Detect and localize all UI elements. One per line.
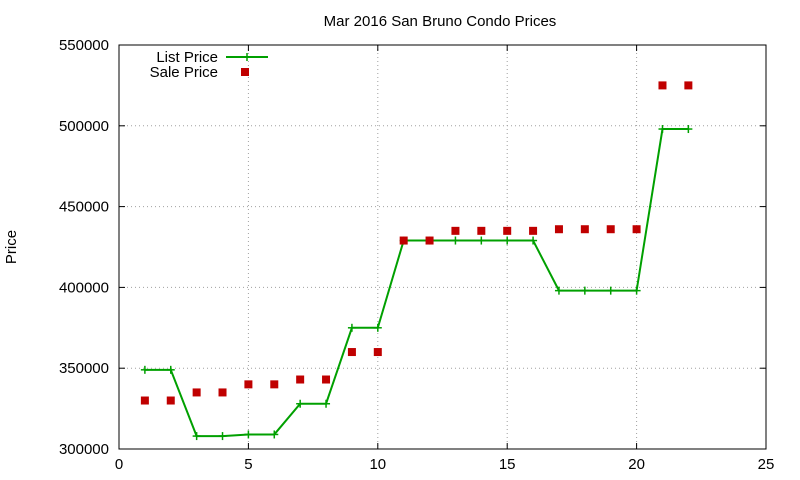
sale-price-point bbox=[606, 225, 615, 234]
list-price-point bbox=[296, 399, 305, 408]
sale-price-point bbox=[166, 396, 175, 405]
x-tick-label: 20 bbox=[628, 456, 645, 473]
list-price-point bbox=[554, 286, 563, 295]
sale-price-point bbox=[296, 375, 305, 384]
x-tick-label: 10 bbox=[369, 456, 386, 473]
list-price-point bbox=[529, 236, 538, 245]
list-price-point bbox=[270, 430, 279, 439]
y-tick-label: 300000 bbox=[59, 441, 109, 458]
sale-price-point bbox=[658, 81, 667, 90]
sale-price-point bbox=[425, 236, 434, 245]
sale-price-point bbox=[580, 225, 589, 234]
legend-marker-sale-price bbox=[241, 68, 249, 76]
y-axis-label: Price bbox=[3, 230, 20, 264]
sale-price-point bbox=[322, 375, 331, 384]
list-price-point bbox=[451, 236, 460, 245]
list-price-point bbox=[503, 236, 512, 245]
legend-label-sale-price: Sale Price bbox=[150, 64, 218, 81]
legend-marker-list-price bbox=[243, 53, 251, 61]
plot-frame bbox=[118, 44, 767, 450]
legend-label-list-price: List Price bbox=[156, 49, 218, 66]
sale-price-point bbox=[684, 81, 693, 90]
list-price-point bbox=[244, 430, 253, 439]
sale-price-point bbox=[192, 388, 201, 397]
series-layer bbox=[140, 81, 693, 441]
sale-price-point bbox=[632, 225, 641, 234]
list-price-point bbox=[347, 323, 356, 332]
sale-price-point bbox=[451, 226, 460, 235]
list-price-point bbox=[166, 365, 175, 374]
x-tick-label: 5 bbox=[244, 456, 252, 473]
list-price-point bbox=[684, 125, 693, 134]
sale-price-point bbox=[244, 380, 253, 389]
sale-price-point bbox=[503, 226, 512, 235]
sale-price-point bbox=[529, 226, 538, 235]
list-price-point bbox=[322, 399, 331, 408]
y-tick-label: 550000 bbox=[59, 37, 109, 54]
sale-price-point bbox=[140, 396, 149, 405]
list-price-point bbox=[218, 432, 227, 441]
sale-price-point bbox=[270, 380, 279, 389]
y-tick-label: 450000 bbox=[59, 199, 109, 216]
x-tick-label: 25 bbox=[758, 456, 775, 473]
sale-price-point bbox=[218, 388, 227, 397]
list-price-point bbox=[192, 432, 201, 441]
list-price-point bbox=[606, 286, 615, 295]
sale-price-point bbox=[399, 236, 408, 245]
list-price-point bbox=[373, 323, 382, 332]
x-tick-label: 0 bbox=[115, 456, 123, 473]
list-price-point bbox=[477, 236, 486, 245]
sale-price-point bbox=[554, 225, 563, 234]
y-tick-label: 400000 bbox=[59, 279, 109, 296]
x-tick-label: 15 bbox=[499, 456, 516, 473]
list-price-point bbox=[140, 365, 149, 374]
list-price-point bbox=[580, 286, 589, 295]
sale-price-point bbox=[373, 348, 382, 357]
series-line-list-price bbox=[144, 128, 689, 438]
y-tick-label: 350000 bbox=[59, 360, 109, 377]
list-price-point bbox=[658, 125, 667, 134]
sale-price-point bbox=[477, 226, 486, 235]
chart-title: Mar 2016 San Bruno Condo Prices bbox=[324, 13, 557, 30]
list-price-point bbox=[632, 286, 641, 295]
axis-ticks: 0 5 10 15 20 25 300000 350000 400000 450000 500000… bbox=[59, 37, 774, 473]
sale-price-point bbox=[347, 348, 356, 357]
legend: List Price Sale Price bbox=[150, 49, 268, 81]
y-tick-label: 500000 bbox=[59, 118, 109, 135]
